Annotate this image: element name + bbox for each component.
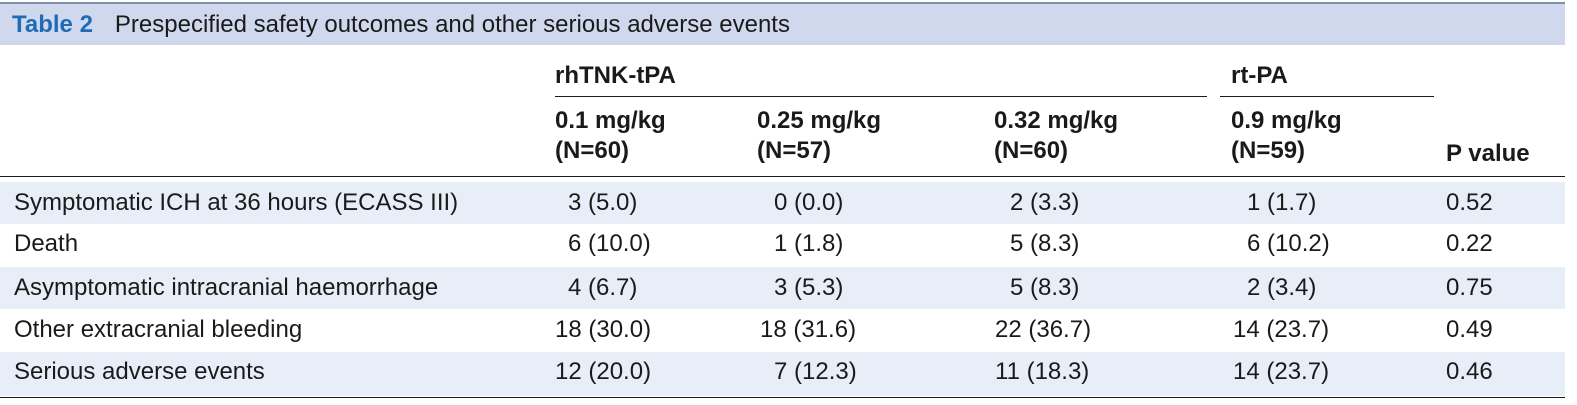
table-caption: Table 2 Prespecified safety outcomes and… [0,2,1565,45]
table-title: Prespecified safety outcomes and other s… [114,10,790,38]
dose-header-1: 0.1 mg/kg (N=60) [555,106,666,166]
row-value-2: 1 (1.8) [774,230,844,257]
group-header-rhtnk: rhTNK-tPA [555,62,676,89]
header-rule [0,176,1565,177]
dose-header-4-dose: 0.9 mg/kg [1231,107,1342,134]
dose-header-4-n: (N=59) [1231,137,1306,164]
row-value-3: 5 (8.3) [1010,274,1080,301]
row-value-3: 5 (8.3) [1010,230,1080,257]
row-value-2: 0 (0.0) [774,189,844,216]
group-header-rtpa: rt-PA [1231,62,1288,89]
row-value-1: 6 (10.0) [568,230,651,257]
dose-header-2: 0.25 mg/kg (N=57) [757,106,881,166]
row-label: Death [14,230,79,257]
row-value-3: 2 (3.3) [1010,189,1080,216]
group-rule-rtpa [1220,96,1434,97]
row-value-3: 22 (36.7) [995,316,1092,343]
table-row: Asymptomatic intracranial haemorrhage 4 … [0,267,1565,309]
table-row: Death 6 (10.0) 1 (1.8) 5 (8.3) 6 (10.2) … [0,225,1565,267]
row-value-4: 2 (3.4) [1247,274,1317,301]
row-pvalue: 0.75 [1446,274,1493,301]
dose-header-3: 0.32 mg/kg (N=60) [994,106,1118,166]
dose-header-1-n: (N=60) [555,137,630,164]
dose-header-4: 0.9 mg/kg (N=59) [1231,106,1342,166]
row-value-4: 14 (23.7) [1233,316,1330,343]
dose-header-3-n: (N=60) [994,137,1069,164]
row-value-2: 3 (5.3) [774,274,844,301]
group-rule-rhtnk [555,96,1207,97]
table-row: Other extracranial bleeding 18 (30.0) 18… [0,310,1565,352]
row-value-4: 1 (1.7) [1247,189,1317,216]
table-label: Table 2 [12,10,93,38]
row-value-4: 14 (23.7) [1233,358,1330,385]
row-label: Asymptomatic intracranial haemorrhage [14,274,439,301]
row-value-2: 7 (12.3) [774,358,857,385]
row-value-1: 12 (20.0) [555,358,652,385]
row-label: Other extracranial bleeding [14,316,303,343]
dose-header-2-dose: 0.25 mg/kg [757,107,882,134]
dose-header-3-dose: 0.32 mg/kg [994,107,1119,134]
row-pvalue: 0.22 [1446,230,1493,257]
table-row: Serious adverse events 12 (20.0) 7 (12.3… [0,352,1565,396]
row-value-1: 3 (5.0) [568,189,638,216]
bottom-rule [0,397,1565,398]
row-value-4: 6 (10.2) [1247,230,1330,257]
row-value-2: 18 (31.6) [760,316,857,343]
row-value-1: 4 (6.7) [568,274,638,301]
table-row: Symptomatic ICH at 36 hours (ECASS III) … [0,182,1565,224]
pvalue-header: P value [1446,140,1530,167]
row-label: Symptomatic ICH at 36 hours (ECASS III) [14,189,459,216]
dose-header-2-n: (N=57) [757,137,832,164]
dose-header-1-dose: 0.1 mg/kg [555,107,666,134]
row-pvalue: 0.46 [1446,358,1493,385]
row-pvalue: 0.52 [1446,189,1493,216]
row-label: Serious adverse events [14,358,265,385]
row-pvalue: 0.49 [1446,316,1493,343]
row-value-1: 18 (30.0) [555,316,652,343]
row-value-3: 11 (18.3) [995,358,1090,385]
